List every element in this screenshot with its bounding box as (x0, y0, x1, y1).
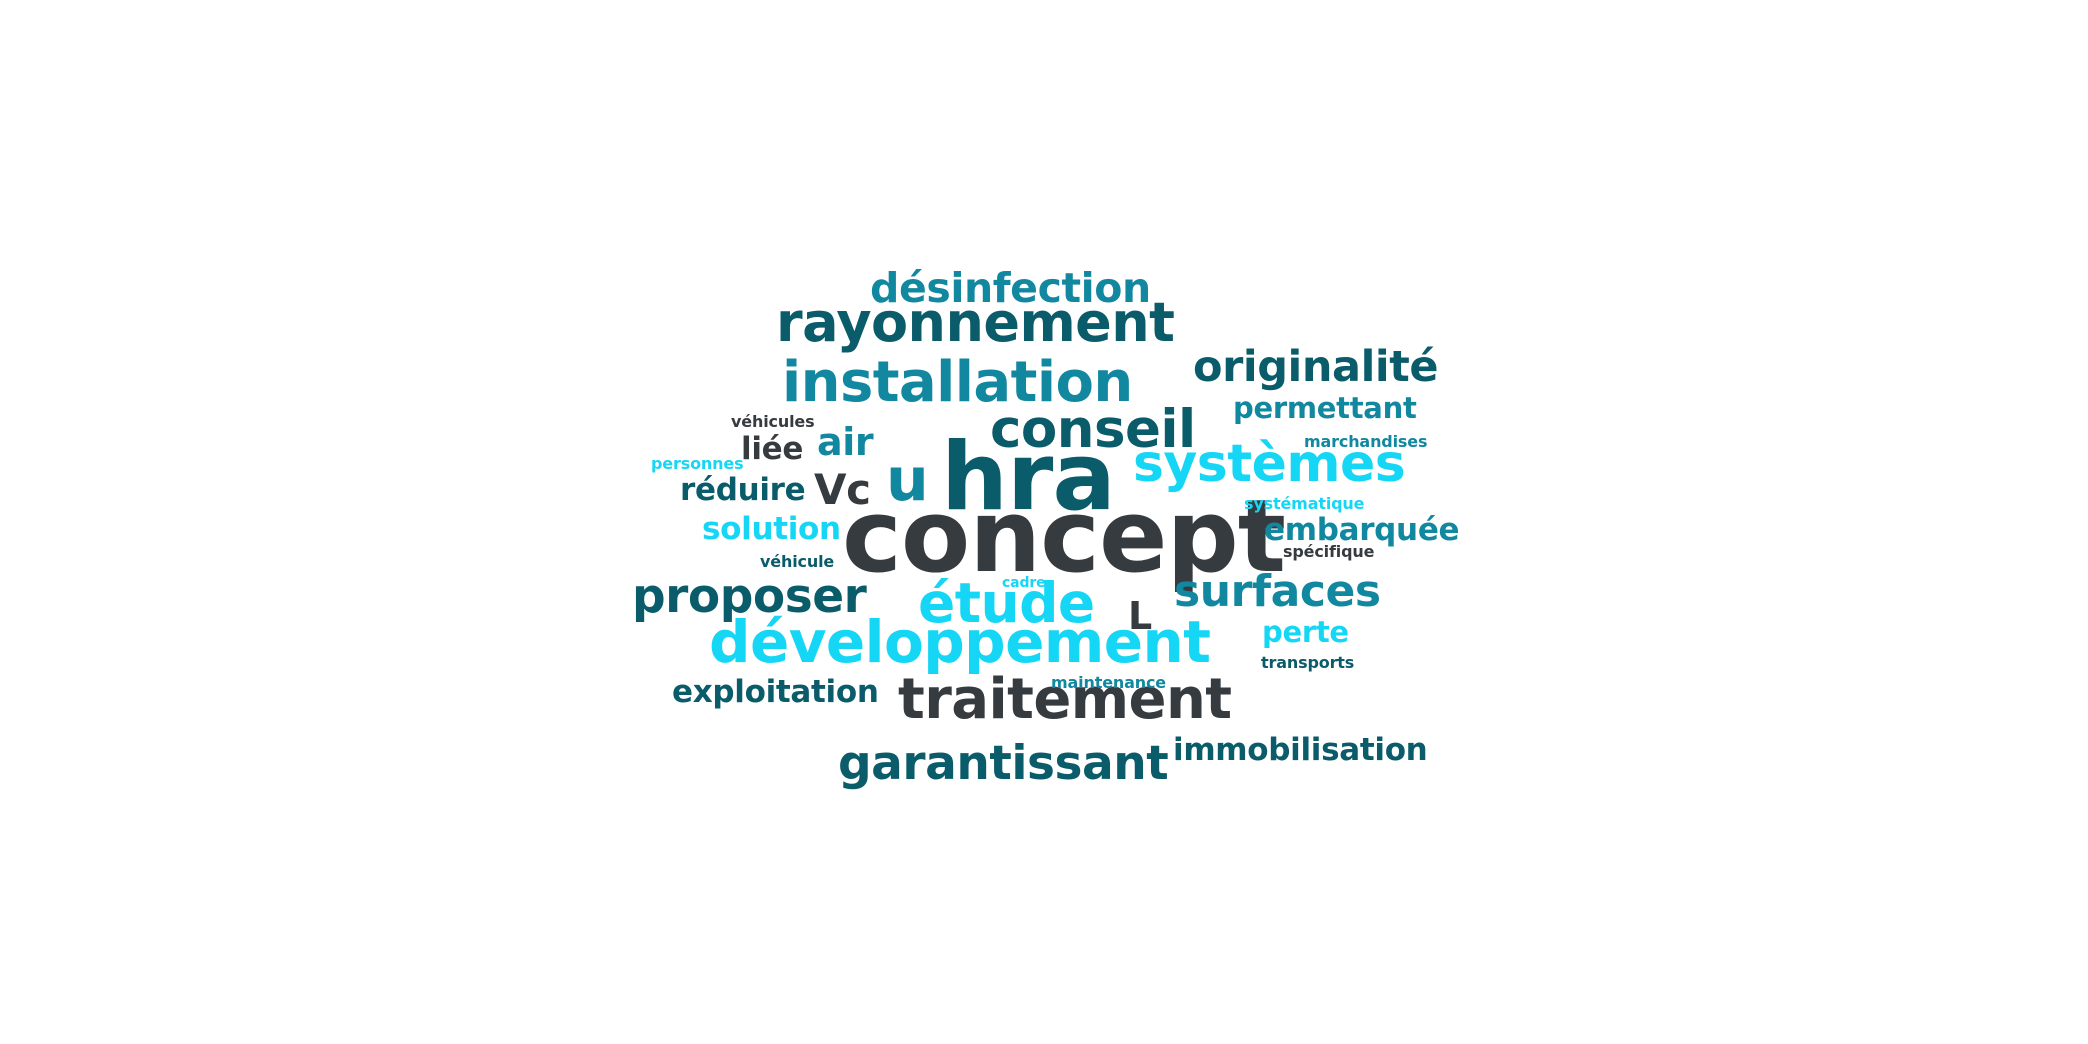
word-surfaces: surfaces (1174, 566, 1381, 617)
word-reduire: réduire (680, 472, 806, 508)
word-desinfection: désinfection (870, 264, 1151, 312)
word-rayonnement: rayonnement (776, 291, 1175, 354)
word-installation: installation (782, 350, 1133, 415)
word-hra: hra (941, 423, 1116, 532)
word-developpement: développement (709, 608, 1211, 676)
word-personnes: personnes (651, 454, 744, 473)
word-u: u (886, 445, 929, 515)
word-embarquee: embarquée (1264, 512, 1460, 548)
word-vehicules: véhicules (731, 412, 815, 431)
word-concept: concept (842, 477, 1286, 595)
word-conseil: conseil (990, 399, 1196, 460)
word-vc: Vc (814, 465, 871, 514)
word-systemes: systèmes (1133, 434, 1406, 494)
word-proposer: proposer (632, 569, 867, 624)
word-originalite: originalité (1193, 342, 1439, 392)
word-solution: solution (702, 511, 841, 547)
word-perte: perte (1262, 615, 1349, 649)
word-marchandises: marchandises (1304, 432, 1428, 451)
word-transports: transports (1261, 653, 1355, 672)
word-vehicule: véhicule (760, 552, 835, 571)
word-garantissant: garantissant (838, 736, 1169, 791)
word-immobilisation: immobilisation (1173, 732, 1428, 768)
word-l: L (1128, 594, 1152, 638)
word-liee: liée (741, 431, 804, 467)
word-systematique: systématique (1244, 494, 1365, 513)
word-permettant: permettant (1233, 391, 1417, 425)
word-exploitation: exploitation (672, 674, 879, 710)
word-specifique: spécifique (1283, 542, 1375, 561)
word-etude: étude (918, 571, 1095, 635)
word-traitement: traitement (898, 667, 1232, 732)
word-air: air (817, 420, 874, 464)
word-cadre: cadre (1002, 575, 1046, 591)
word-maintenance: maintenance (1051, 673, 1166, 692)
